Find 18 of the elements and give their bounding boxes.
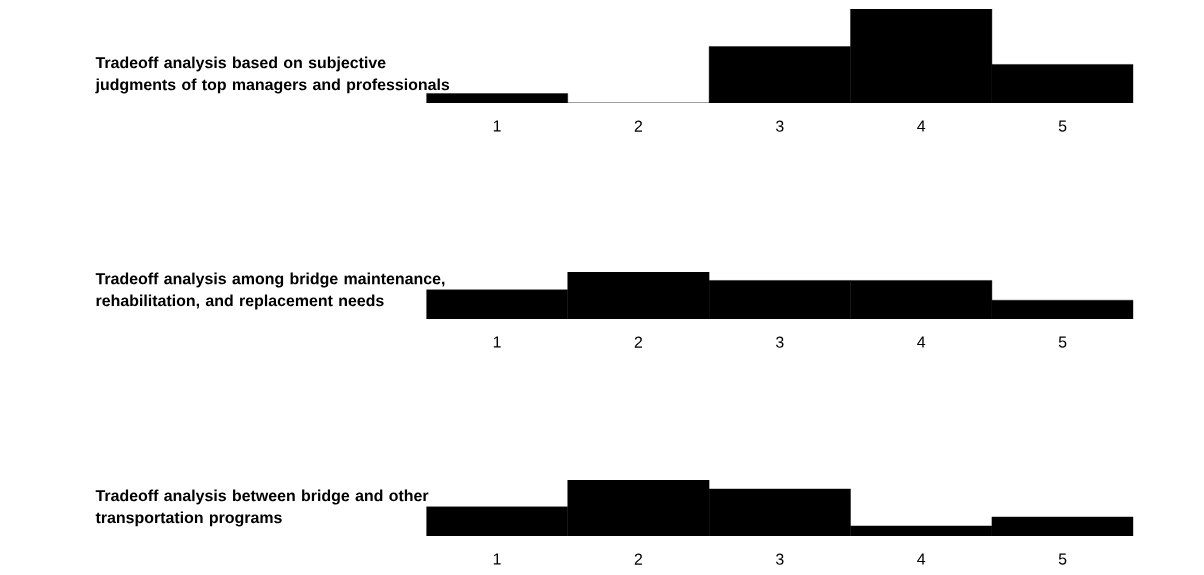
x-tick-label: 4 (917, 336, 926, 348)
x-tick-label: 2 (634, 120, 643, 132)
x-tick-label: 3 (775, 553, 784, 565)
x-tick-label: 5 (1058, 336, 1067, 348)
x-tick-label: 1 (493, 336, 501, 348)
x-tick-label: 1 (493, 553, 501, 565)
x-tick-label: 3 (775, 120, 784, 132)
x-tick-label: 2 (634, 336, 643, 348)
text: Tradeoff analysis among bridge maintenance, rehabilitation, and replacement needs (95, 272, 445, 310)
text: Tradeoff analysis based on subjective judgments of top managers and professionals (95, 56, 450, 94)
text: Tradeoff analysis between bridge and other transportation programs (95, 489, 429, 527)
x-tick-label: 2 (634, 553, 643, 565)
x-tick-label: 1 (493, 120, 501, 132)
x-tick-label: 5 (1058, 120, 1067, 132)
x-tick-label: 4 (917, 553, 926, 565)
x-tick-label: 4 (917, 120, 926, 132)
x-tick-label: 5 (1058, 553, 1067, 565)
x-tick-label: 3 (775, 336, 784, 348)
